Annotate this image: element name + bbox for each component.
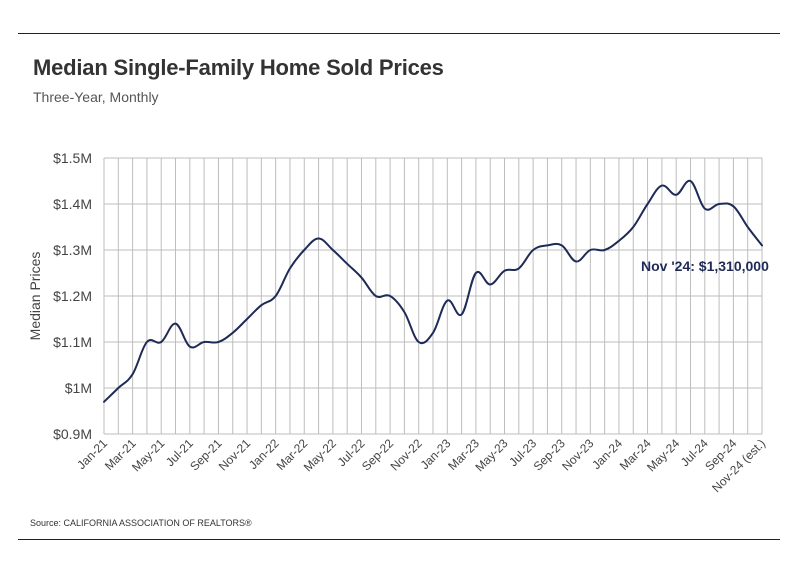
y-tick-label: $1.3M — [53, 242, 92, 258]
x-tick-label: May-22 — [301, 436, 339, 474]
top-rule — [18, 33, 780, 34]
x-axis-ticks: Jan-21Mar-21May-21Jul-21Sep-21Nov-21Jan-… — [74, 436, 768, 495]
x-tick-label: Nov-23 — [559, 436, 596, 473]
x-tick-label: May-24 — [644, 436, 682, 474]
grid — [103, 157, 763, 435]
x-tick-label: Nov-22 — [388, 436, 425, 473]
source-note: Source: CALIFORNIA ASSOCIATION OF REALTO… — [30, 518, 252, 528]
x-tick-label: May-23 — [472, 436, 510, 474]
x-tick-label: Nov-21 — [216, 436, 253, 473]
last-value-annotation: Nov '24: $1,310,000 — [641, 258, 769, 274]
bottom-rule — [18, 539, 780, 540]
y-tick-label: $0.9M — [53, 426, 92, 442]
chart-title: Median Single-Family Home Sold Prices — [33, 55, 444, 80]
y-tick-label: $1M — [65, 380, 92, 396]
y-tick-label: $1.5M — [53, 150, 92, 166]
y-axis-ticks: $1.5M $1.4M $1.3M $1.2M $1.1M $1M $0.9M — [53, 150, 92, 442]
y-tick-label: $1.4M — [53, 196, 92, 212]
y-axis-label: Median Prices — [27, 252, 43, 341]
series-line — [103, 179, 763, 403]
x-tick-label: May-21 — [129, 436, 167, 474]
y-tick-label: $1.2M — [53, 288, 92, 304]
y-tick-label: $1.1M — [53, 334, 92, 350]
chart-subtitle: Three-Year, Monthly — [33, 89, 159, 105]
